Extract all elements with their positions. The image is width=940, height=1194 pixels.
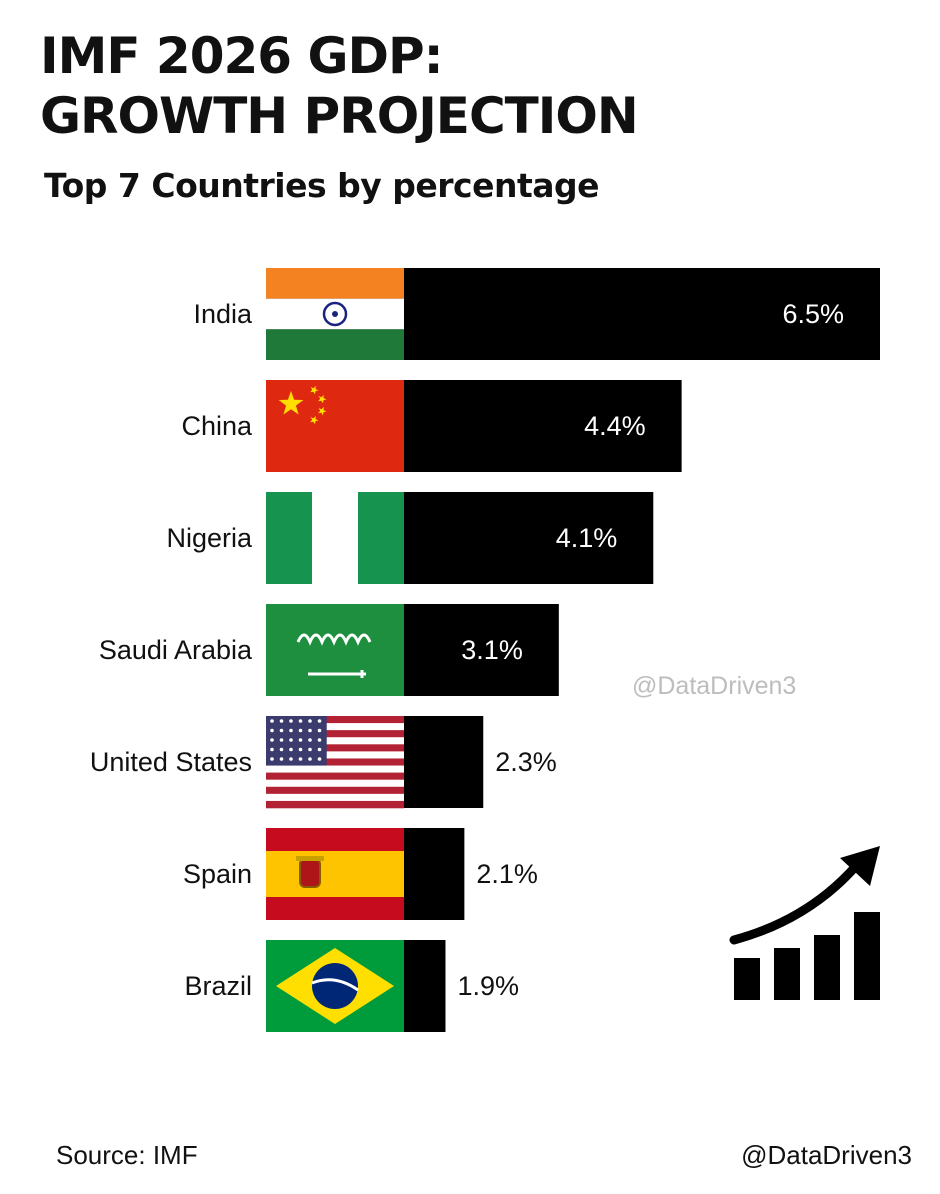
value-label: 4.1% — [556, 523, 618, 553]
author-handle: @DataDriven3 — [741, 1140, 912, 1170]
flag-saudi-arabia-icon — [266, 604, 404, 696]
chart-title: IMF 2026 GDP: GROWTH PROJECTION — [40, 26, 639, 146]
flag-united-states-icon — [266, 716, 404, 809]
flag-india-icon — [266, 268, 404, 360]
flag-spain-icon — [266, 828, 404, 920]
value-label: 2.3% — [495, 747, 557, 777]
chart-subtitle: Top 7 Countries by percentage — [44, 166, 600, 205]
category-label: United States — [90, 747, 252, 777]
flag-china-icon — [266, 380, 404, 472]
flag-nigeria-icon — [266, 492, 404, 584]
category-label: Saudi Arabia — [99, 635, 253, 665]
category-label: Spain — [183, 859, 252, 889]
value-label: 4.4% — [584, 411, 646, 441]
source-note: Source: IMF — [56, 1140, 198, 1170]
flag-brazil-icon — [266, 940, 404, 1032]
value-label: 3.1% — [461, 635, 523, 665]
category-label: Nigeria — [166, 523, 253, 553]
value-label: 2.1% — [476, 859, 538, 889]
watermark: @DataDriven3 — [632, 672, 797, 700]
value-label: 6.5% — [782, 299, 844, 329]
chart-title-line-1: IMF 2026 GDP: — [40, 27, 444, 85]
category-label: India — [193, 299, 253, 329]
category-label: Brazil — [184, 971, 252, 1001]
chart-title-line-2: GROWTH PROJECTION — [40, 87, 639, 145]
value-label: 1.9% — [457, 971, 519, 1001]
bar-chart: India 6.5% China 4.4% Nigeria 4.1% Saudi Arabi… — [90, 268, 880, 1032]
growth-chart-icon — [729, 846, 880, 1000]
category-label: China — [181, 411, 253, 441]
